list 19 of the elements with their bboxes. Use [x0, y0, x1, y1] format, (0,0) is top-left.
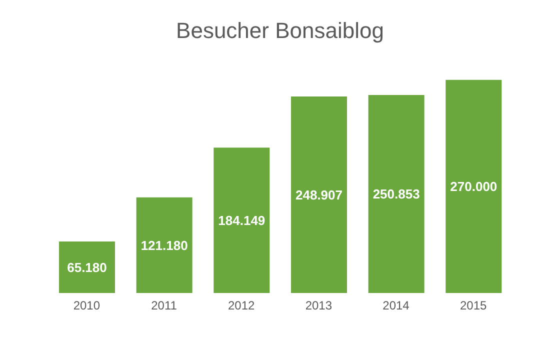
x-tick-label: 2012 [228, 298, 256, 313]
x-tick-label: 2010 [73, 298, 100, 313]
bar [291, 96, 347, 293]
x-tick-label: 2015 [460, 298, 488, 313]
data-label: 270.000 [450, 179, 498, 194]
bar [214, 148, 270, 293]
data-label: 250.853 [372, 186, 420, 202]
x-tick-label: 2014 [382, 298, 410, 313]
data-label: 184.149 [218, 212, 266, 228]
bar [59, 242, 115, 293]
data-label: 121.180 [140, 238, 188, 253]
bar [368, 95, 424, 293]
bar [446, 80, 502, 293]
chart-title: Besucher Bonsaiblog [175, 17, 385, 45]
x-tick-label: 2011 [151, 298, 178, 313]
x-tick-label: 2013 [305, 298, 332, 313]
data-label: 248.907 [296, 187, 342, 202]
data-label: 65.180 [67, 260, 107, 275]
bar [136, 197, 192, 293]
